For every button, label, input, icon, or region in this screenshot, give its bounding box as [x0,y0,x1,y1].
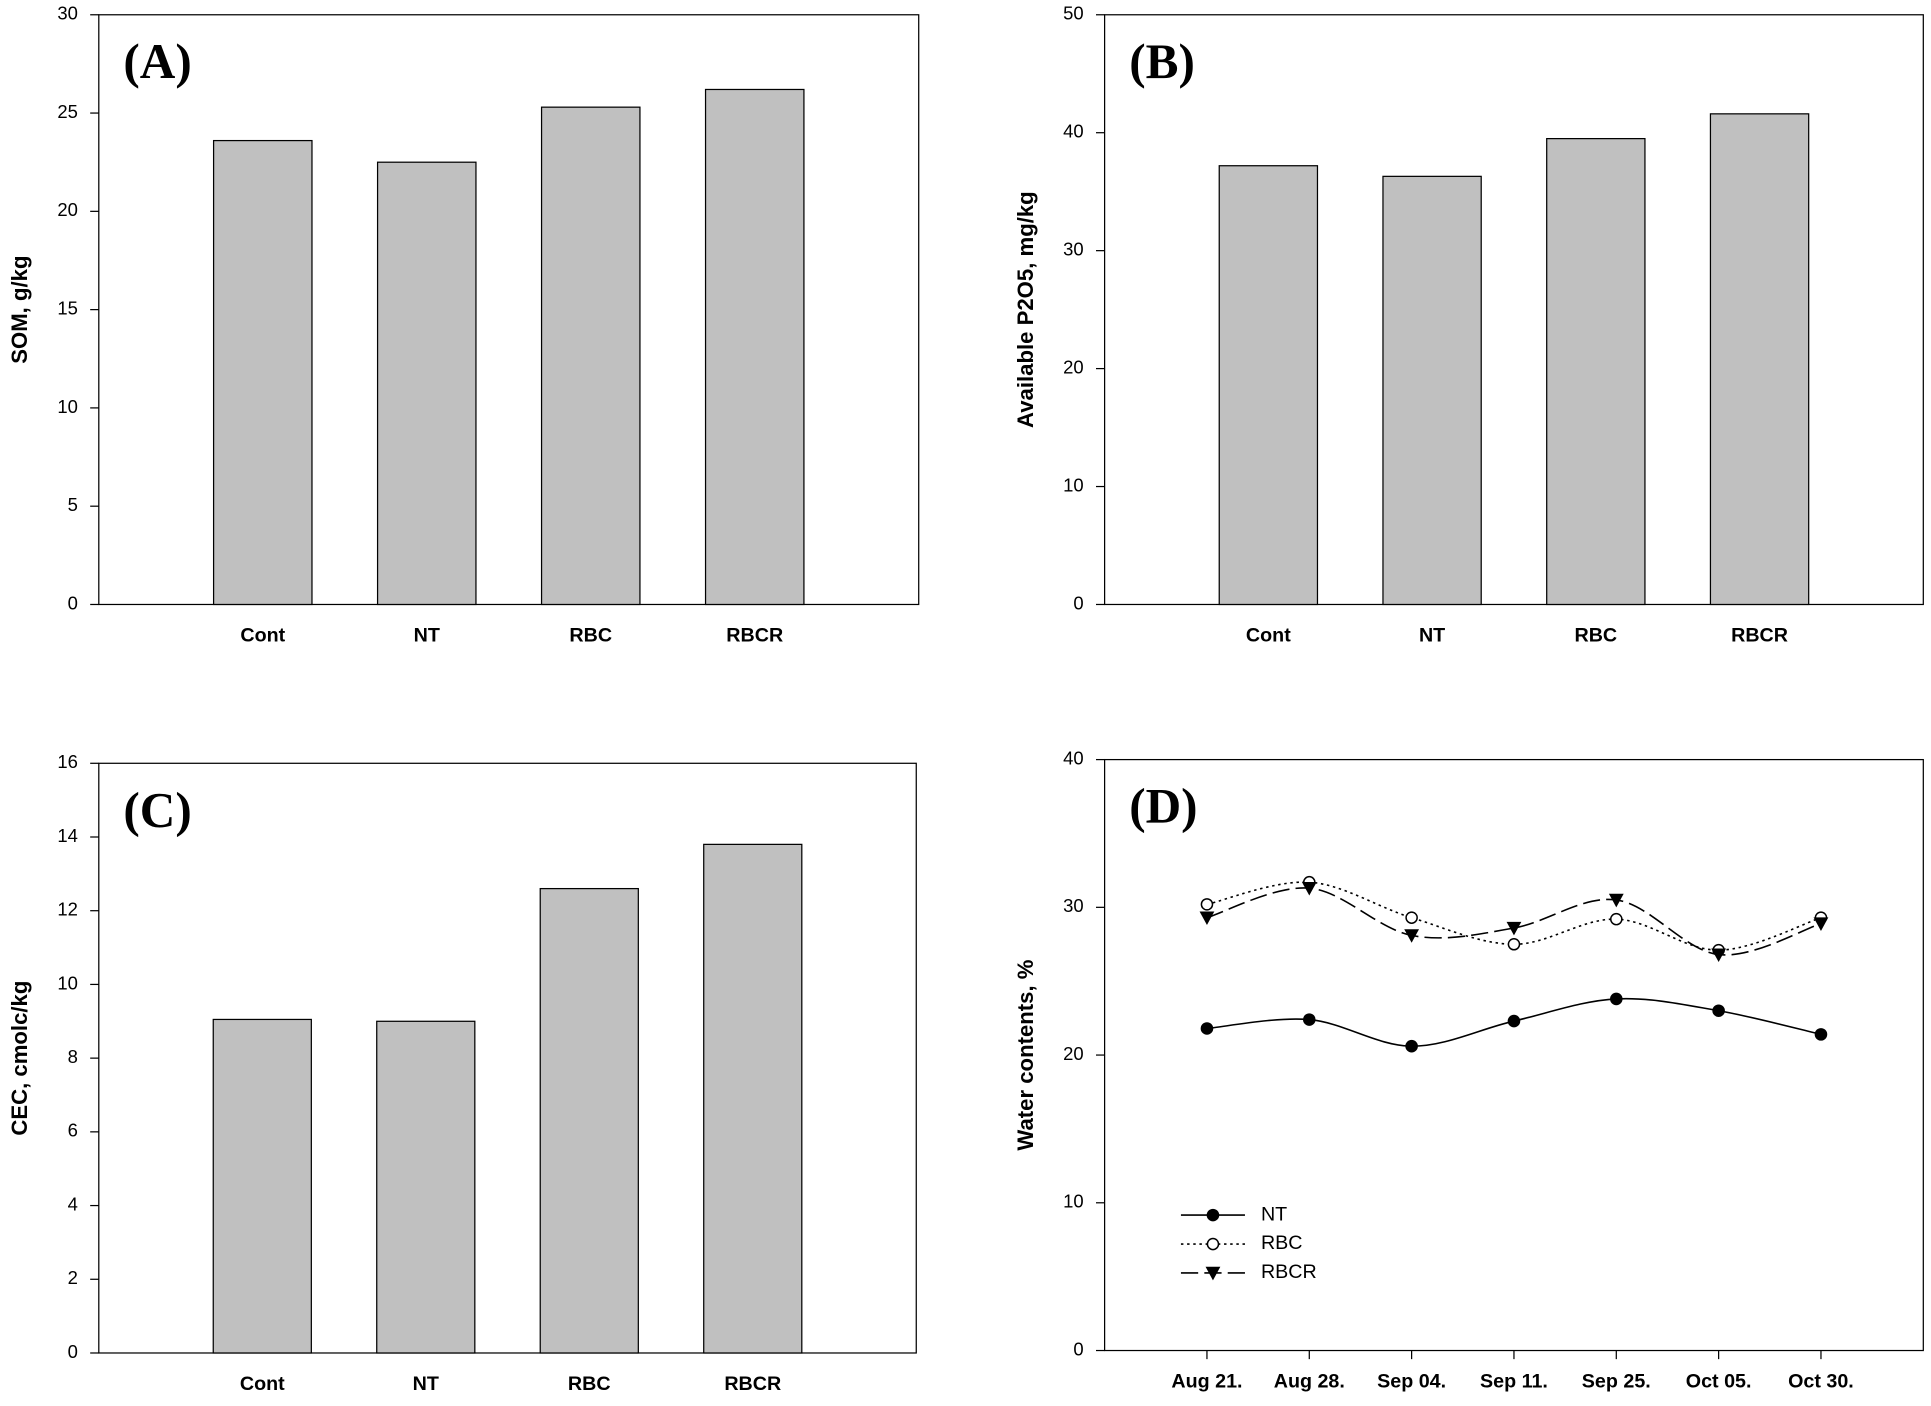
y-tick-label: 50 [1063,3,1084,24]
y-tick-label: 8 [68,1046,78,1067]
x-tick-label: RBCR [1731,625,1788,647]
y-tick-label: 40 [1063,121,1084,142]
chart-panel: 0 2 4 6 8 10 12 14 16 CEC, cmolc/kg (C) Cont NT RBC RB… [7,751,917,1395]
marker [1199,911,1215,926]
y-tick-label: 10 [1063,1191,1084,1212]
marker [1200,1022,1214,1035]
x-tick-label: Cont [240,1373,285,1395]
x-tick-label: Sep 04. [1377,1371,1446,1393]
plot-frame [1103,758,1924,1352]
marker [1206,1237,1220,1251]
marker [1205,1266,1221,1281]
y-axis-label: CEC, cmolc/kg [7,981,32,1136]
bar [1709,113,1810,606]
x-tick-label: Aug 28. [1274,1371,1345,1393]
marker [1301,881,1317,896]
panel-label: (B) [1129,34,1195,89]
x-tick-label: RBC [1574,625,1617,647]
y-tick-label: 10 [57,972,78,993]
marker [1711,948,1727,962]
x-tick-label: Sep 25. [1582,1371,1651,1393]
y-tick-label: 30 [1063,239,1084,260]
x-tick-label: RBC [569,625,612,647]
y-tick-label: 20 [1063,1043,1084,1064]
marker [1507,937,1521,951]
panel-label: (A) [123,34,191,89]
legend-label: NT [1261,1203,1287,1225]
bar [1546,137,1646,606]
marker [1610,992,1623,1006]
marker [1404,929,1420,943]
y-tick-label: 30 [57,3,78,24]
x-tick-label: Aug 21. [1171,1371,1242,1393]
y-tick-label: 12 [57,899,78,920]
y-tick-label: 15 [57,297,78,318]
y-tick-label: 4 [68,1193,78,1214]
x-tick-label: NT [413,1373,439,1395]
x-tick-label: Cont [240,625,285,647]
plot-frame [1103,14,1924,606]
y-tick-label: 0 [68,592,78,613]
y-tick-label: 25 [57,101,78,122]
panel-label: (D) [1129,779,1197,834]
y-tick-label: 20 [1063,356,1084,377]
y-tick-label: 40 [1063,747,1084,768]
x-tick-label: RBC [568,1373,611,1395]
bar [376,161,477,606]
chart-panel: 0 10 20 30 40 Water contents, % (D) Aug 21. Aug … [1013,747,1924,1393]
y-tick-label: 0 [1073,1338,1083,1359]
y-tick-label: 14 [57,825,78,846]
bar [539,887,639,1354]
bar [212,1018,312,1354]
x-tick-label: RBCR [726,625,783,647]
bar [376,1020,476,1354]
marker [1506,921,1522,936]
panel-label: (C) [123,782,191,837]
y-tick-label: 6 [68,1120,78,1141]
marker [1303,1013,1316,1026]
x-tick-label: Oct 30. [1788,1371,1854,1393]
marker [1813,917,1829,931]
marker [1200,898,1214,911]
x-tick-label: Cont [1246,625,1291,647]
x-tick-label: Oct 05. [1686,1371,1752,1393]
y-axis-label: SOM, g/kg [7,255,32,363]
y-tick-label: 30 [1063,895,1084,916]
y-tick-label: 5 [68,494,78,515]
marker [1814,1028,1828,1041]
y-tick-label: 16 [57,751,78,772]
marker [1405,1039,1418,1053]
y-tick-label: 20 [57,199,78,220]
bar [540,106,641,606]
x-tick-label: NT [1419,625,1445,647]
x-tick-label: RBCR [724,1373,781,1395]
chart-panel: 0 5 10 15 20 25 30 SOM, g/kg (A) Cont NT RBC RBCR [7,3,920,647]
marker [1712,1004,1725,1018]
y-tick-label: 10 [1063,474,1084,495]
y-axis-label: Available P2O5, mg/kg [1013,191,1038,428]
chart-panel: 0 10 20 30 40 50 Available P2O5, mg/kg (B) Cont N… [1013,3,1924,647]
marker [1608,893,1624,908]
bar [212,139,313,606]
marker [1405,911,1418,924]
y-tick-label: 0 [1073,592,1083,613]
bar [1218,165,1319,606]
x-tick-label: Sep 11. [1480,1371,1548,1393]
legend-label: RBCR [1261,1261,1317,1283]
marker [1206,1208,1220,1222]
y-tick-label: 2 [68,1267,78,1288]
y-tick-label: 10 [57,396,78,417]
y-tick-label: 0 [68,1341,78,1362]
x-tick-label: NT [414,625,440,647]
legend-label: RBC [1261,1232,1303,1254]
bar [703,843,803,1354]
marker [1507,1014,1521,1028]
bar [704,88,805,606]
marker [1610,912,1623,926]
bar [1382,175,1482,606]
y-axis-label: Water contents, % [1013,959,1038,1150]
